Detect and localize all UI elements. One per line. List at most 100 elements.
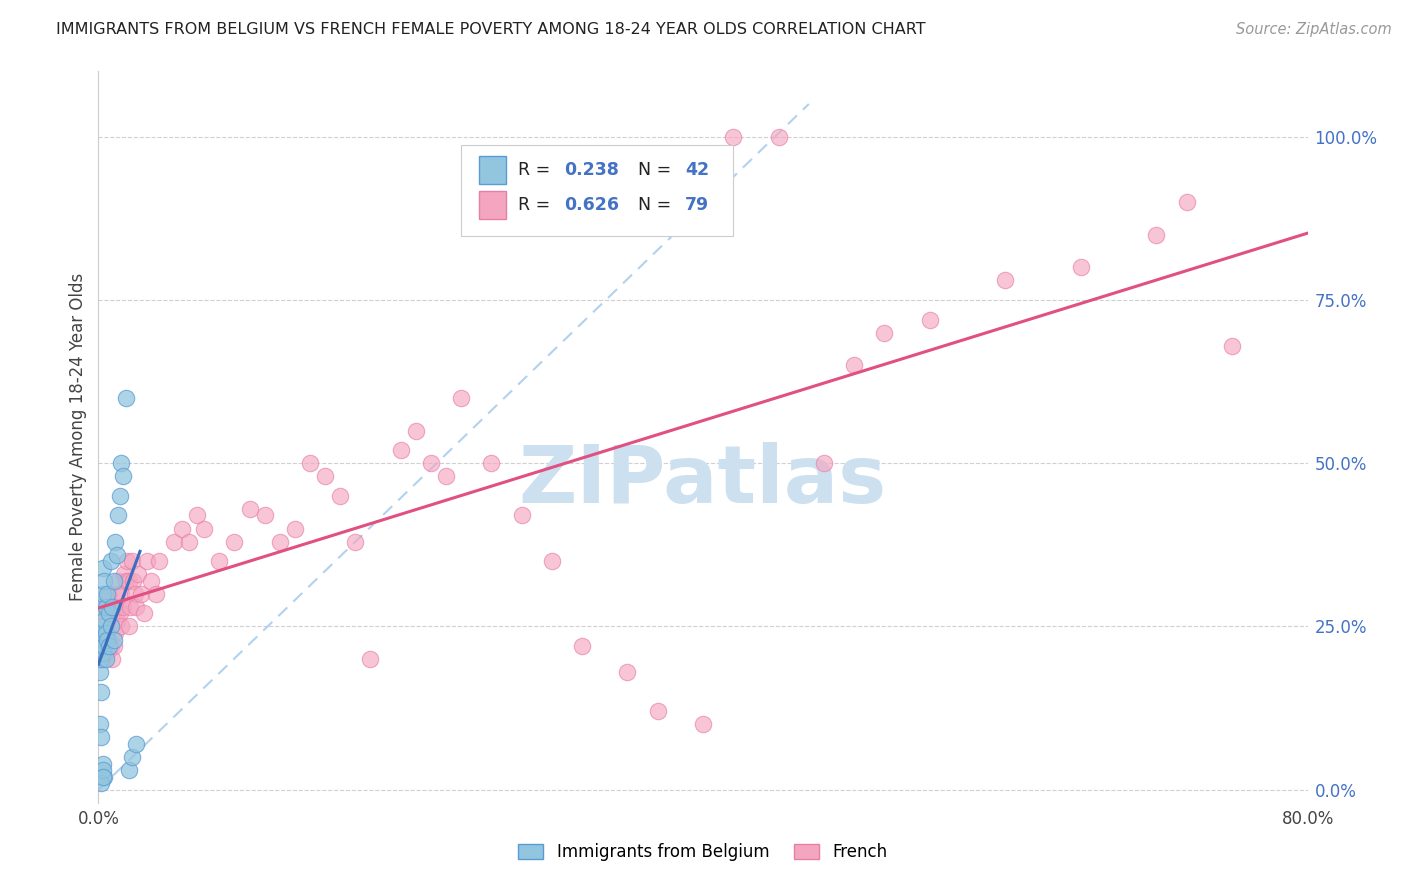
Point bbox=[101, 607, 124, 621]
Point bbox=[127, 567, 149, 582]
Point bbox=[89, 717, 111, 731]
Point bbox=[90, 776, 112, 790]
Point bbox=[100, 639, 122, 653]
Point bbox=[844, 358, 866, 372]
Point bbox=[91, 770, 114, 784]
Point bbox=[96, 587, 118, 601]
Point bbox=[93, 574, 115, 588]
Point bbox=[647, 705, 669, 719]
Point bbox=[107, 574, 129, 588]
Point bbox=[112, 567, 135, 582]
Point bbox=[101, 652, 124, 666]
Point bbox=[103, 599, 125, 614]
Point bbox=[114, 574, 136, 588]
Point bbox=[91, 756, 114, 771]
Point bbox=[148, 554, 170, 568]
Point bbox=[269, 534, 291, 549]
Point bbox=[768, 129, 790, 144]
Point bbox=[103, 574, 125, 588]
Point bbox=[1070, 260, 1092, 275]
Point bbox=[450, 391, 472, 405]
Point bbox=[93, 770, 115, 784]
Point bbox=[90, 731, 112, 745]
Point bbox=[107, 508, 129, 523]
Point bbox=[91, 646, 114, 660]
Point bbox=[100, 619, 122, 633]
Point bbox=[94, 599, 117, 614]
Point bbox=[91, 763, 114, 777]
Y-axis label: Female Poverty Among 18-24 Year Olds: Female Poverty Among 18-24 Year Olds bbox=[69, 273, 87, 601]
Point bbox=[114, 391, 136, 405]
Point bbox=[163, 534, 186, 549]
Point bbox=[510, 508, 533, 523]
Point bbox=[110, 619, 132, 633]
Point bbox=[145, 587, 167, 601]
Point bbox=[121, 554, 143, 568]
Point bbox=[813, 456, 835, 470]
Point bbox=[170, 521, 193, 535]
Point bbox=[118, 763, 141, 777]
Point bbox=[98, 632, 121, 647]
Text: 0.626: 0.626 bbox=[564, 196, 619, 214]
Point bbox=[360, 652, 382, 666]
Point bbox=[100, 554, 122, 568]
Point bbox=[118, 574, 141, 588]
Point bbox=[103, 632, 125, 647]
Point bbox=[1144, 227, 1167, 242]
Point bbox=[93, 639, 115, 653]
Point bbox=[93, 613, 115, 627]
Point bbox=[1175, 194, 1198, 209]
Point bbox=[344, 534, 367, 549]
Bar bbox=[479, 191, 506, 219]
Legend: Immigrants from Belgium, French: Immigrants from Belgium, French bbox=[512, 837, 894, 868]
Point bbox=[94, 626, 117, 640]
Point bbox=[94, 613, 117, 627]
Point bbox=[299, 456, 322, 470]
Point bbox=[405, 424, 427, 438]
Point bbox=[129, 587, 152, 601]
Point bbox=[111, 469, 134, 483]
Text: 0.238: 0.238 bbox=[564, 161, 619, 179]
Text: IMMIGRANTS FROM BELGIUM VS FRENCH FEMALE POVERTY AMONG 18-24 YEAR OLDS CORRELATI: IMMIGRANTS FROM BELGIUM VS FRENCH FEMALE… bbox=[56, 22, 927, 37]
Point bbox=[90, 652, 112, 666]
Point bbox=[284, 521, 307, 535]
Point bbox=[120, 599, 142, 614]
Point bbox=[179, 534, 201, 549]
Point bbox=[101, 599, 124, 614]
Point bbox=[253, 508, 276, 523]
Point bbox=[94, 626, 117, 640]
Point bbox=[89, 665, 111, 680]
Text: N =: N = bbox=[627, 196, 676, 214]
Point bbox=[481, 456, 503, 470]
Point bbox=[110, 456, 132, 470]
Point bbox=[91, 639, 114, 653]
Point bbox=[98, 587, 121, 601]
Point bbox=[90, 626, 112, 640]
FancyBboxPatch shape bbox=[461, 145, 734, 235]
Text: 42: 42 bbox=[685, 161, 709, 179]
Point bbox=[104, 534, 127, 549]
Point bbox=[571, 639, 593, 653]
Point bbox=[208, 554, 231, 568]
Point bbox=[124, 587, 146, 601]
Point bbox=[122, 574, 145, 588]
Point bbox=[314, 469, 336, 483]
Point bbox=[873, 326, 896, 340]
Point bbox=[692, 717, 714, 731]
Point bbox=[329, 489, 352, 503]
Point bbox=[90, 599, 112, 614]
Text: R =: R = bbox=[517, 196, 555, 214]
Point bbox=[118, 619, 141, 633]
Point bbox=[193, 521, 215, 535]
Text: Source: ZipAtlas.com: Source: ZipAtlas.com bbox=[1236, 22, 1392, 37]
Point bbox=[104, 626, 127, 640]
Point bbox=[110, 587, 132, 601]
Point bbox=[1220, 338, 1243, 352]
Point bbox=[96, 646, 118, 660]
Point bbox=[91, 560, 114, 574]
Point bbox=[105, 587, 128, 601]
Point bbox=[420, 456, 443, 470]
Point bbox=[96, 632, 118, 647]
Point bbox=[616, 665, 638, 680]
Point bbox=[96, 599, 118, 614]
